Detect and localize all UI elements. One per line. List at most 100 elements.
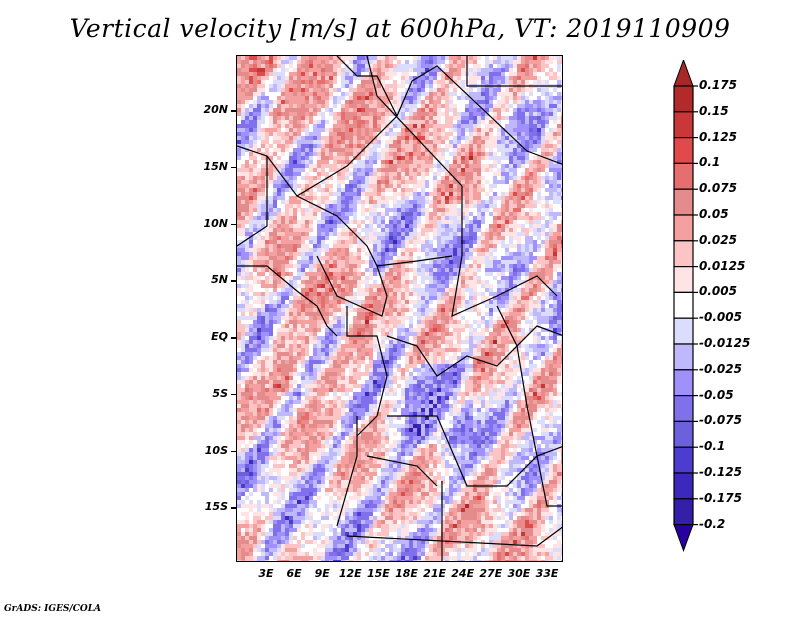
field-cell xyxy=(297,224,301,228)
field-cell xyxy=(393,308,397,312)
field-cell xyxy=(373,80,377,84)
field-cell xyxy=(457,144,461,148)
field-cell xyxy=(373,116,377,120)
field-cell xyxy=(529,224,533,228)
field-cell xyxy=(317,132,321,136)
field-cell xyxy=(477,136,481,140)
field-cell xyxy=(501,128,505,132)
field-cell xyxy=(273,272,277,276)
field-cell xyxy=(289,272,293,276)
field-cell xyxy=(557,172,561,176)
field-cell xyxy=(333,252,337,256)
field-cell xyxy=(401,236,405,240)
field-cell xyxy=(461,316,465,320)
field-cell xyxy=(357,168,361,172)
field-cell xyxy=(505,224,509,228)
field-cell xyxy=(377,224,381,228)
vertical-velocity-map xyxy=(236,55,563,562)
field-cell xyxy=(373,216,377,220)
field-cell xyxy=(493,152,497,156)
field-cell xyxy=(453,228,457,232)
field-cell xyxy=(417,68,421,72)
field-cell xyxy=(489,324,493,328)
field-cell xyxy=(549,180,553,184)
field-cell xyxy=(533,120,537,124)
field-cell xyxy=(521,148,525,152)
field-cell xyxy=(505,96,509,100)
field-cell xyxy=(245,100,249,104)
field-cell xyxy=(293,180,297,184)
field-cell xyxy=(437,264,441,268)
field-cell xyxy=(397,184,401,188)
field-cell xyxy=(333,316,337,320)
field-cell xyxy=(393,68,397,72)
field-cell xyxy=(449,84,453,88)
field-cell xyxy=(529,72,533,76)
field-cell xyxy=(521,72,525,76)
field-cell xyxy=(305,76,309,80)
field-cell xyxy=(521,200,525,204)
field-cell xyxy=(505,200,509,204)
field-cell xyxy=(289,76,293,80)
field-cell xyxy=(277,84,281,88)
field-cell xyxy=(285,296,289,300)
field-cell xyxy=(525,248,529,252)
field-cell xyxy=(397,132,401,136)
field-cell xyxy=(289,204,293,208)
field-cell xyxy=(249,184,253,188)
field-cell xyxy=(253,104,257,108)
field-cell xyxy=(469,152,473,156)
field-cell xyxy=(369,116,373,120)
field-cell xyxy=(353,220,357,224)
field-cell xyxy=(453,200,457,204)
field-cell xyxy=(253,64,257,68)
field-cell xyxy=(381,108,385,112)
field-cell xyxy=(413,200,417,204)
field-cell xyxy=(397,124,401,128)
field-cell xyxy=(549,72,553,76)
field-cell xyxy=(417,76,421,80)
field-cell xyxy=(305,316,309,320)
field-cell xyxy=(433,216,437,220)
field-cell xyxy=(557,140,561,144)
field-cell xyxy=(341,308,345,312)
field-cell xyxy=(301,80,305,84)
field-cell xyxy=(341,280,345,284)
field-cell xyxy=(329,88,333,92)
field-cell xyxy=(249,88,253,92)
field-cell xyxy=(465,232,469,236)
field-cell xyxy=(237,148,241,152)
field-cell xyxy=(329,216,333,220)
field-cell xyxy=(557,168,561,172)
field-cell xyxy=(249,324,253,328)
field-cell xyxy=(397,232,401,236)
field-cell xyxy=(349,108,353,112)
field-cell xyxy=(537,324,541,328)
field-cell xyxy=(441,96,445,100)
field-cell xyxy=(453,80,457,84)
field-cell xyxy=(329,264,333,268)
field-cell xyxy=(437,248,441,252)
field-cell xyxy=(525,112,529,116)
field-cell xyxy=(257,188,261,192)
field-cell xyxy=(521,296,525,300)
field-cell xyxy=(513,152,517,156)
field-cell xyxy=(369,148,373,152)
field-cell xyxy=(353,96,357,100)
field-cell xyxy=(325,244,329,248)
field-cell xyxy=(485,72,489,76)
field-cell xyxy=(429,124,433,128)
field-cell xyxy=(313,304,317,308)
field-cell xyxy=(249,56,253,60)
lat-tick xyxy=(231,110,236,112)
field-cell xyxy=(421,92,425,96)
field-cell xyxy=(341,240,345,244)
field-cell xyxy=(533,204,537,208)
field-cell xyxy=(409,300,413,304)
field-cell xyxy=(293,152,297,156)
field-cell xyxy=(509,124,513,128)
field-cell xyxy=(281,120,285,124)
field-cell xyxy=(381,316,385,320)
field-cell xyxy=(377,104,381,108)
field-cell xyxy=(301,248,305,252)
